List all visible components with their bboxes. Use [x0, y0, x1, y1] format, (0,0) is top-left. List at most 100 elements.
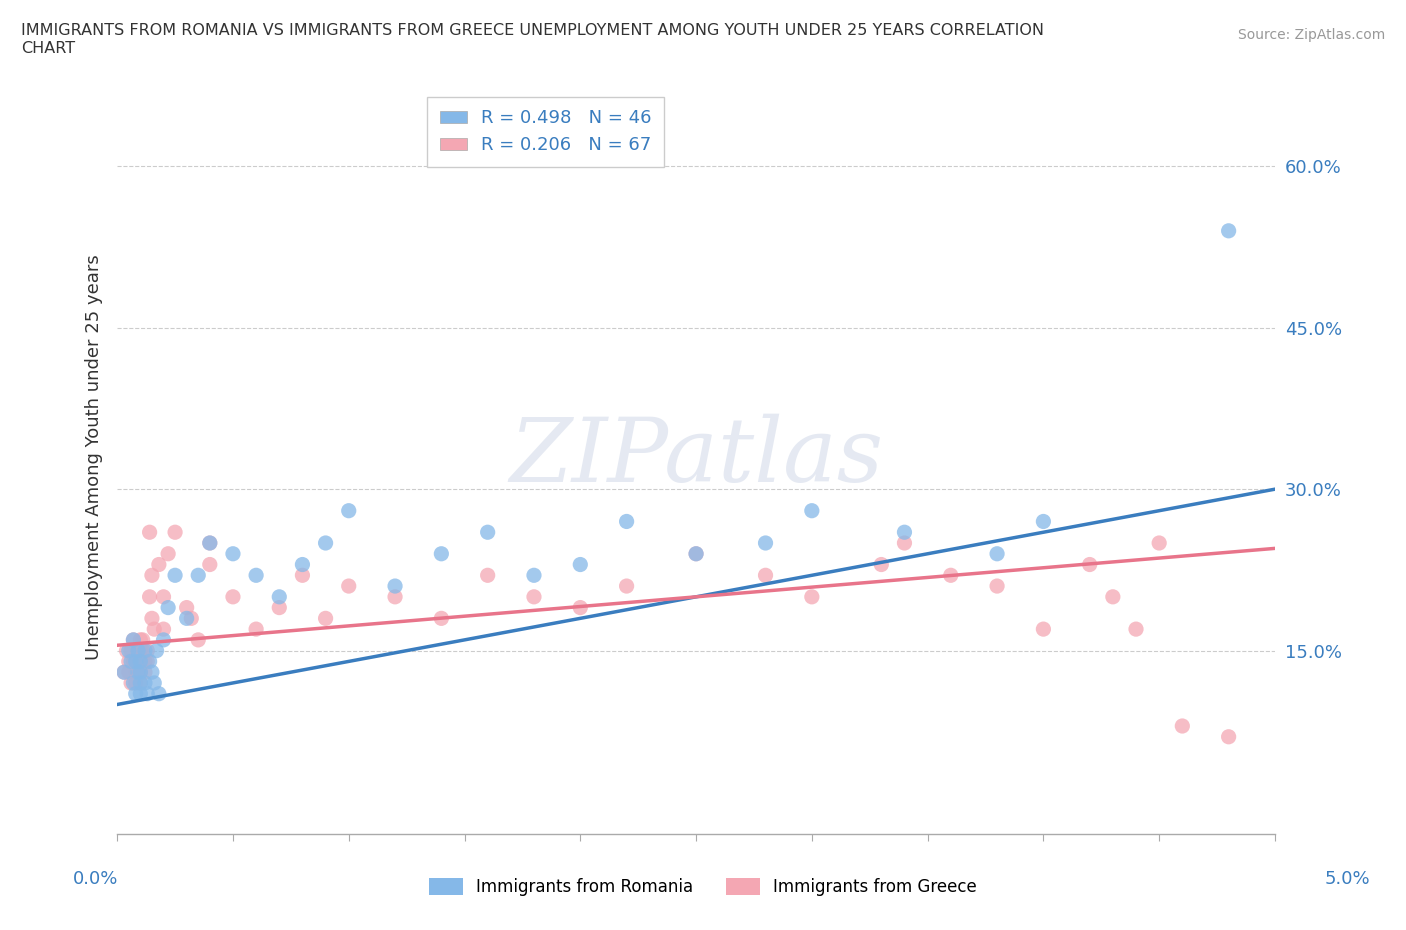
- Point: [1102, 590, 1125, 604]
- Legend: Immigrants from Romania, Immigrants from Greece: Immigrants from Romania, Immigrants from…: [423, 871, 983, 903]
- Point: [148, 686, 170, 701]
- Point: [187, 632, 209, 647]
- Point: [129, 665, 152, 680]
- Point: [125, 654, 148, 669]
- Text: 0.0%: 0.0%: [73, 870, 118, 888]
- Point: [118, 644, 141, 658]
- Point: [430, 611, 453, 626]
- Point: [523, 568, 546, 583]
- Point: [986, 578, 1008, 593]
- Point: [384, 578, 406, 593]
- Point: [616, 514, 638, 529]
- Point: [138, 525, 160, 539]
- Point: [136, 644, 159, 658]
- Point: [129, 654, 152, 669]
- Point: [148, 557, 170, 572]
- Point: [112, 665, 135, 680]
- Point: [569, 557, 592, 572]
- Point: [870, 557, 893, 572]
- Y-axis label: Unemployment Among Youth under 25 years: Unemployment Among Youth under 25 years: [86, 254, 103, 659]
- Point: [127, 644, 149, 658]
- Point: [315, 536, 337, 551]
- Point: [134, 665, 156, 680]
- Point: [222, 590, 245, 604]
- Point: [616, 578, 638, 593]
- Text: ZIPatlas: ZIPatlas: [509, 414, 883, 500]
- Point: [176, 600, 198, 615]
- Point: [269, 600, 291, 615]
- Point: [125, 665, 148, 680]
- Point: [384, 590, 406, 604]
- Point: [152, 590, 174, 604]
- Point: [569, 600, 592, 615]
- Point: [1147, 536, 1170, 551]
- Point: [685, 546, 707, 561]
- Point: [129, 665, 152, 680]
- Point: [198, 536, 221, 551]
- Point: [157, 600, 180, 615]
- Point: [129, 675, 152, 690]
- Point: [800, 503, 823, 518]
- Point: [134, 644, 156, 658]
- Point: [129, 632, 152, 647]
- Point: [1218, 223, 1240, 238]
- Point: [477, 568, 499, 583]
- Point: [291, 568, 314, 583]
- Point: [129, 686, 152, 701]
- Point: [141, 611, 163, 626]
- Text: 5.0%: 5.0%: [1324, 870, 1369, 888]
- Point: [129, 665, 152, 680]
- Point: [129, 654, 152, 669]
- Point: [136, 654, 159, 669]
- Point: [1032, 621, 1054, 636]
- Point: [337, 578, 360, 593]
- Point: [141, 665, 163, 680]
- Point: [120, 675, 142, 690]
- Point: [477, 525, 499, 539]
- Point: [893, 536, 915, 551]
- Point: [131, 644, 153, 658]
- Point: [143, 675, 166, 690]
- Point: [430, 546, 453, 561]
- Point: [198, 536, 221, 551]
- Point: [118, 654, 141, 669]
- Point: [120, 654, 142, 669]
- Point: [134, 675, 156, 690]
- Point: [269, 590, 291, 604]
- Text: IMMIGRANTS FROM ROMANIA VS IMMIGRANTS FROM GREECE UNEMPLOYMENT AMONG YOUTH UNDER: IMMIGRANTS FROM ROMANIA VS IMMIGRANTS FR…: [21, 23, 1045, 56]
- Point: [1032, 514, 1054, 529]
- Point: [127, 644, 149, 658]
- Point: [122, 675, 145, 690]
- Point: [198, 557, 221, 572]
- Point: [986, 546, 1008, 561]
- Point: [122, 654, 145, 669]
- Point: [893, 525, 915, 539]
- Point: [1171, 719, 1194, 734]
- Point: [152, 632, 174, 647]
- Point: [165, 568, 187, 583]
- Point: [939, 568, 962, 583]
- Point: [245, 621, 267, 636]
- Point: [337, 503, 360, 518]
- Point: [122, 632, 145, 647]
- Point: [222, 546, 245, 561]
- Point: [157, 546, 180, 561]
- Point: [1218, 729, 1240, 744]
- Point: [115, 644, 138, 658]
- Point: [754, 536, 776, 551]
- Point: [1125, 621, 1147, 636]
- Point: [127, 654, 149, 669]
- Point: [131, 632, 153, 647]
- Point: [245, 568, 267, 583]
- Legend: R = 0.498   N = 46, R = 0.206   N = 67: R = 0.498 N = 46, R = 0.206 N = 67: [427, 97, 664, 167]
- Point: [138, 590, 160, 604]
- Point: [138, 654, 160, 669]
- Point: [176, 611, 198, 626]
- Point: [125, 686, 148, 701]
- Point: [291, 557, 314, 572]
- Point: [134, 654, 156, 669]
- Point: [315, 611, 337, 626]
- Point: [187, 568, 209, 583]
- Point: [152, 621, 174, 636]
- Text: Source: ZipAtlas.com: Source: ZipAtlas.com: [1237, 28, 1385, 42]
